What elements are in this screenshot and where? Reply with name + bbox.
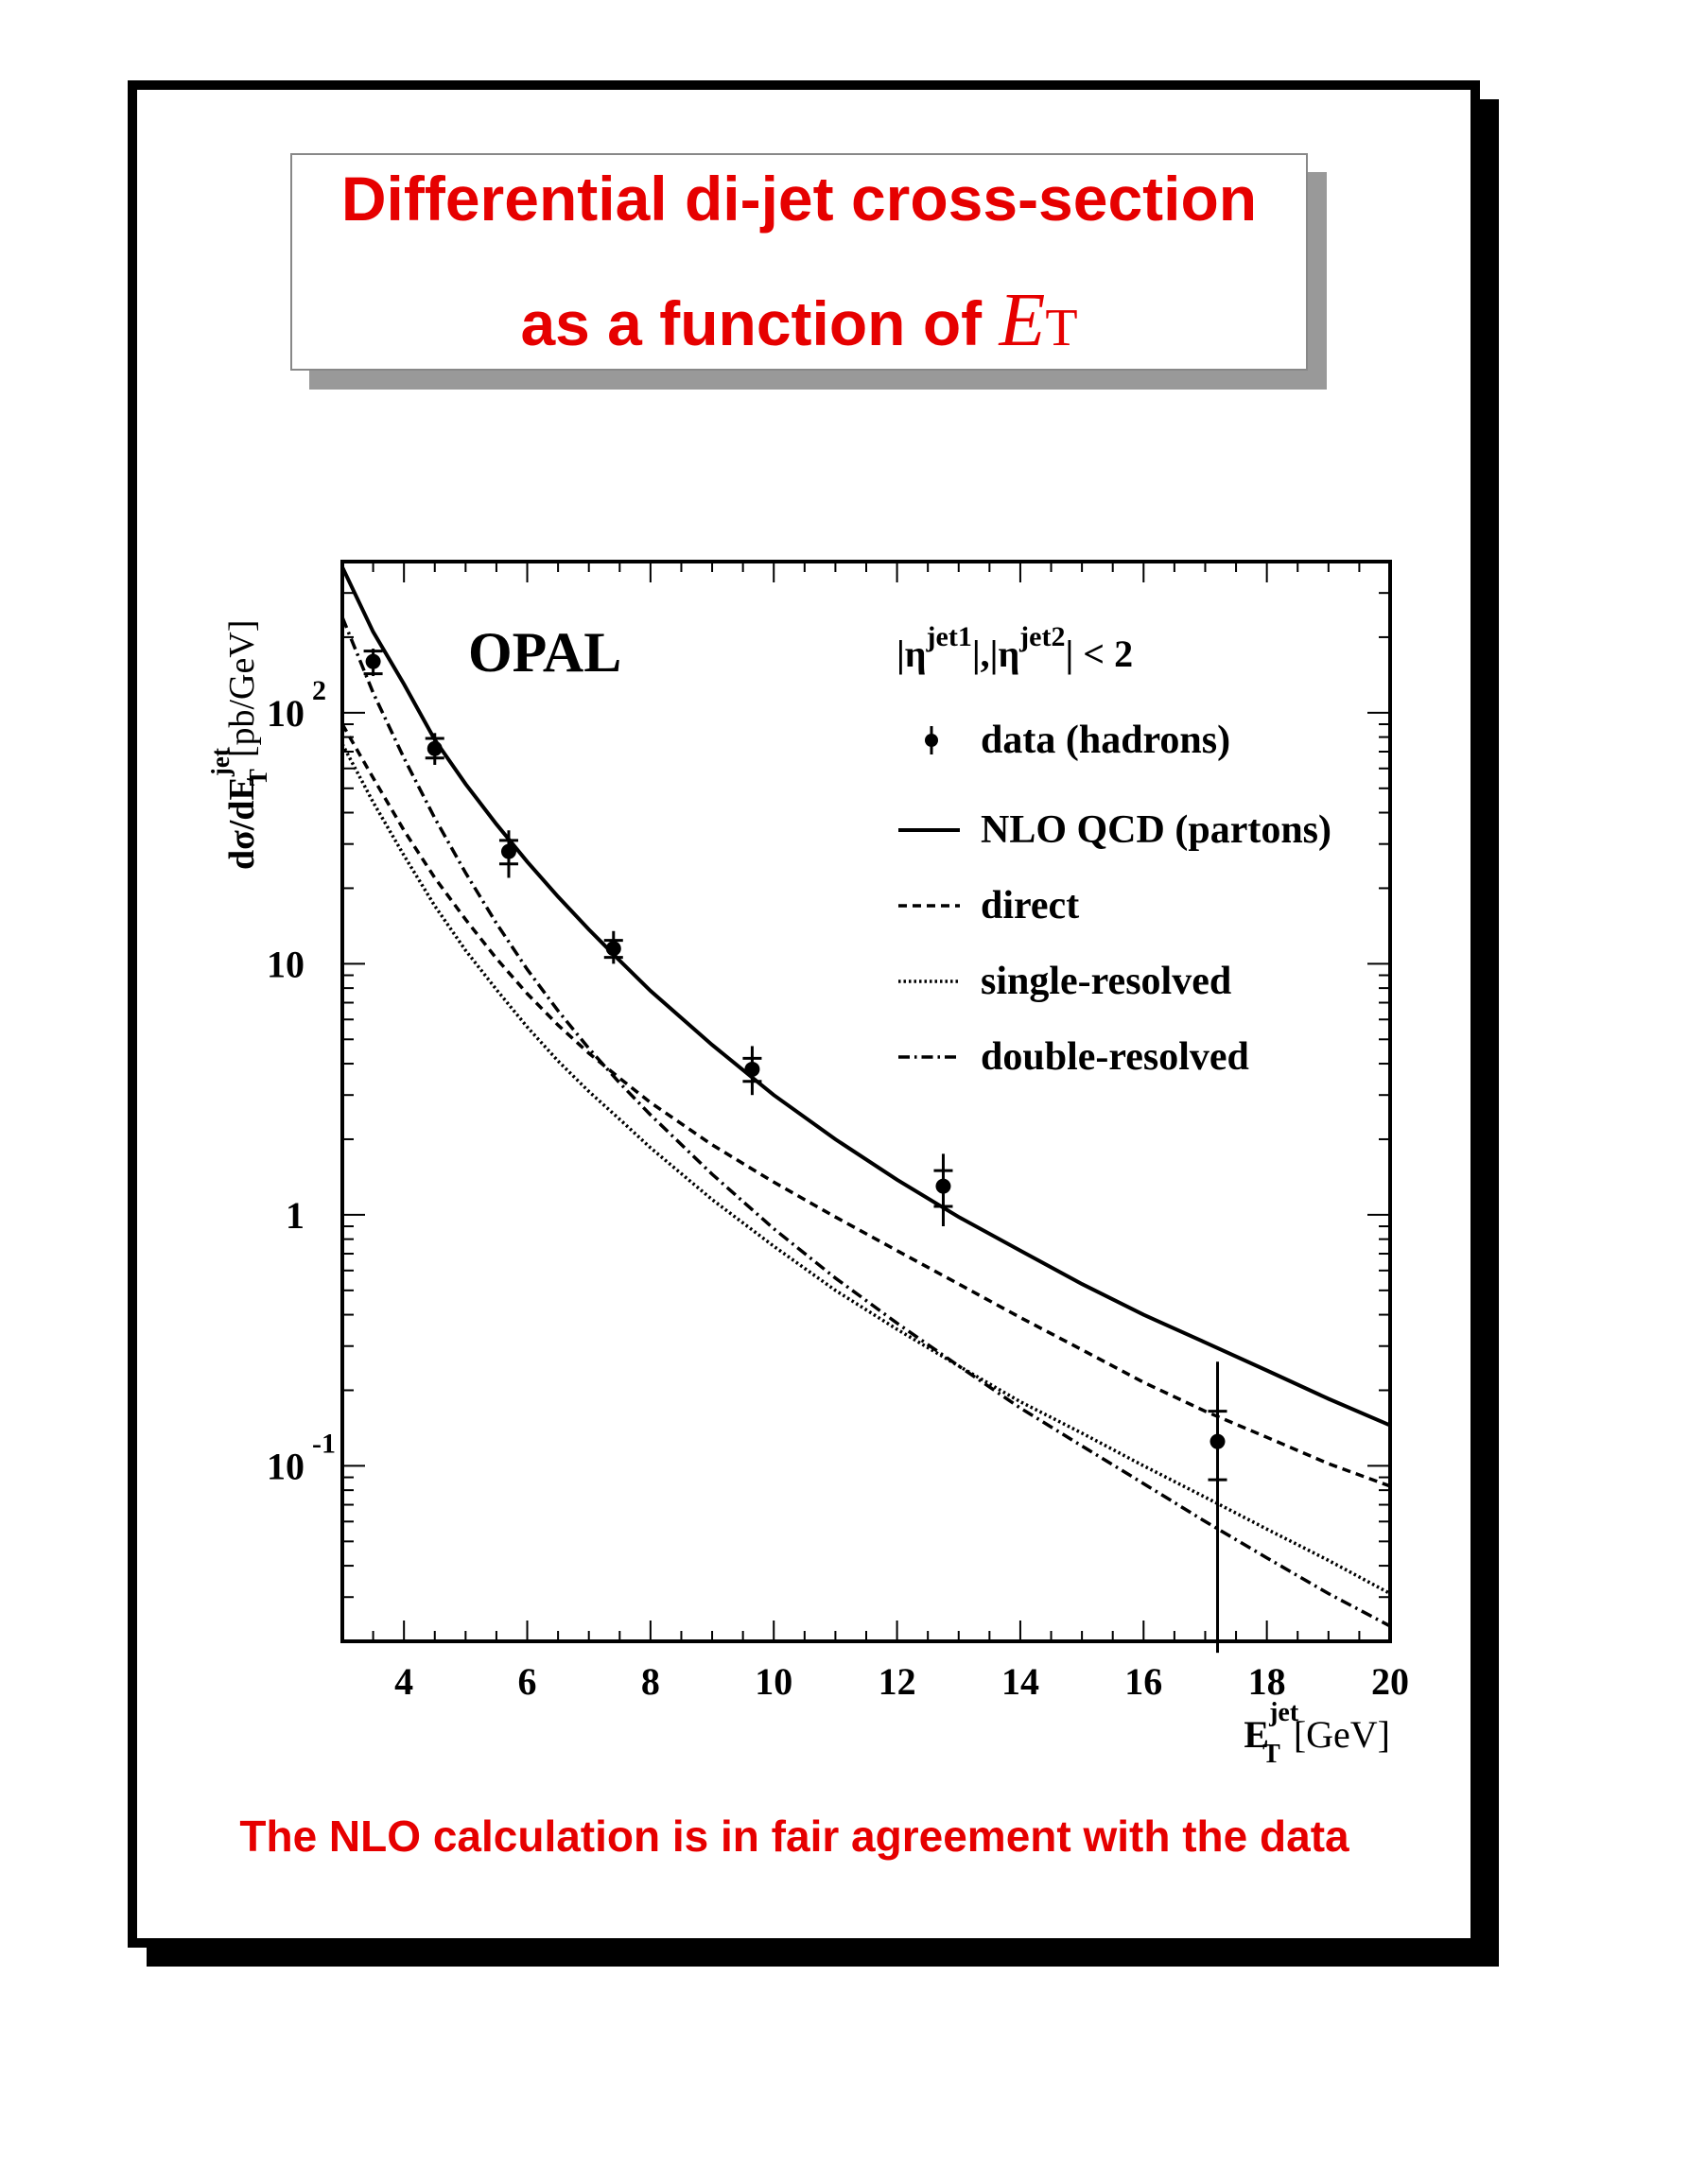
title-symbol: E <box>999 279 1046 362</box>
x-tick-label: 4 <box>394 1660 413 1703</box>
footer-note: The NLO calculation is in fair agreement… <box>239 1811 1349 1861</box>
legend-label-double-resolved: double-resolved <box>981 1035 1249 1079</box>
data-marker <box>935 1178 951 1194</box>
curve-direct <box>342 723 1390 1488</box>
title-line-2-text: as a function of <box>520 288 983 358</box>
y-tick-label: 1 <box>286 1194 305 1237</box>
legend: data (hadrons) NLO QCD (partons) direct … <box>898 719 1331 1079</box>
y-tick-label: 10 <box>267 943 305 985</box>
data-marker <box>1209 1433 1226 1449</box>
cut-label-part: |η <box>896 633 927 675</box>
x-axis-label-unit: [GeV] <box>1294 1713 1390 1756</box>
x-axis-label-main: E <box>1244 1713 1269 1756</box>
x-tick-label: 20 <box>1371 1660 1409 1703</box>
y-axis-label-sup: jet <box>206 748 235 777</box>
title-line-1: Differential di-jet cross-section <box>340 164 1258 234</box>
data-point <box>603 930 623 964</box>
x-tick-labels: 4 6 8 10 12 14 16 18 20 <box>394 1660 1409 1703</box>
data-point <box>363 649 383 677</box>
y-axis-label-prefix: dσ/dE <box>222 776 262 870</box>
curve-double-resolved <box>342 616 1390 1628</box>
data-point <box>425 733 444 765</box>
curves <box>342 566 1390 1628</box>
curve-single-resolved <box>342 743 1390 1596</box>
x-axis-label-sub: T <box>1262 1740 1280 1769</box>
legend-label-direct: direct <box>981 884 1079 927</box>
data-marker <box>744 1061 760 1077</box>
y-tick-label: 10 <box>267 692 305 735</box>
cut-label-part: | < 2 <box>1065 633 1133 675</box>
title-symbol-subscript: T <box>1045 299 1078 357</box>
legend-label-data: data (hadrons) <box>981 719 1230 762</box>
x-axis-label-sup: jet <box>1268 1698 1299 1727</box>
data-marker <box>426 740 443 756</box>
y-axis-label-unit: [pb/GeV] <box>222 620 262 758</box>
y-tick-exponent: 2 <box>312 675 326 706</box>
x-tick-label: 16 <box>1124 1660 1162 1703</box>
data-point <box>933 1153 953 1227</box>
legend-label-nlo: NLO QCD (partons) <box>981 808 1331 852</box>
x-tick-label: 12 <box>879 1660 916 1703</box>
title-line-2: as a function of ET <box>292 278 1306 364</box>
data-marker <box>365 653 381 669</box>
y-tick-label: 10 <box>267 1445 305 1487</box>
data-marker <box>605 941 621 957</box>
tick-marks <box>341 561 1391 1642</box>
data-marker <box>500 843 516 859</box>
y-axis-label-sub: T <box>244 769 272 786</box>
cut-label-sup: jet2 <box>1018 621 1065 652</box>
data-point <box>742 1046 762 1096</box>
plot-frame <box>340 560 1392 1643</box>
data-point <box>498 830 518 878</box>
cut-label-sup: jet1 <box>926 621 972 652</box>
x-tick-label: 18 <box>1248 1660 1286 1703</box>
y-tick-exponent: -1 <box>312 1428 336 1459</box>
cut-label-part: |,|η <box>972 633 1019 675</box>
cut-label: |ηjet1|,|ηjet2| < 2 <box>896 621 1133 675</box>
legend-label-single-resolved: single-resolved <box>981 960 1231 1003</box>
title-box: Differential di-jet cross-section as a f… <box>290 153 1308 371</box>
curve-nlo-qcd-partons <box>342 566 1390 1428</box>
legend-sample-data <box>925 726 938 754</box>
data-points <box>363 649 1227 1654</box>
x-tick-label: 6 <box>518 1660 537 1703</box>
x-tick-label: 14 <box>1001 1660 1039 1703</box>
experiment-label: OPAL <box>468 621 621 684</box>
x-tick-label: 8 <box>641 1660 660 1703</box>
data-point <box>1208 1361 1227 1654</box>
y-axis-label: dσ/dEjet T [pb/GeV] <box>206 620 272 870</box>
x-tick-label: 10 <box>755 1660 792 1703</box>
x-axis-label: Ejet T [GeV] <box>1244 1698 1390 1769</box>
